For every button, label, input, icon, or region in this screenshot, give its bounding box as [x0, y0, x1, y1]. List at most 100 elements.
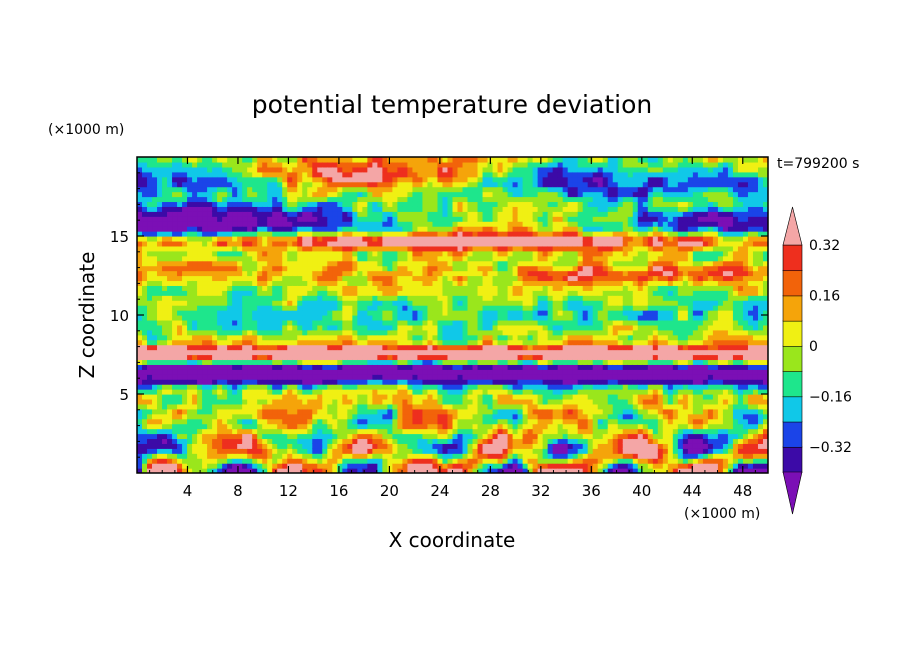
heatmap-cell [417, 186, 424, 193]
heatmap-cell [467, 191, 474, 198]
heatmap-cell [507, 384, 514, 390]
heatmap-cell [482, 161, 489, 168]
heatmap-cell [477, 319, 484, 326]
heatmap-cell [237, 329, 243, 336]
heatmap-cell [277, 433, 283, 440]
heatmap-cell [517, 403, 524, 410]
heatmap-cell [447, 245, 454, 252]
heatmap-cell [507, 300, 514, 306]
heatmap-cell [237, 250, 243, 257]
heatmap-cell [407, 295, 414, 301]
heatmap-cell [217, 236, 223, 242]
heatmap-cell [307, 339, 313, 346]
heatmap-cell [302, 201, 308, 207]
heatmap-cell [162, 166, 168, 173]
heatmap-cell [297, 245, 303, 252]
heatmap-cell [217, 310, 223, 316]
heatmap-cell [512, 245, 519, 252]
heatmap-cell [437, 339, 444, 346]
heatmap-cell [277, 324, 283, 331]
heatmap-cell [512, 290, 519, 296]
heatmap-cell [257, 157, 263, 163]
heatmap-cell [197, 280, 203, 286]
heatmap-cell [502, 280, 509, 286]
heatmap-cell [167, 191, 173, 198]
heatmap-cell [187, 379, 193, 385]
heatmap-cell [357, 344, 363, 351]
heatmap-cell [407, 403, 414, 410]
heatmap-cell [367, 231, 373, 237]
heatmap-cell [142, 310, 148, 316]
heatmap-cell [472, 359, 479, 365]
heatmap-cell [507, 221, 514, 227]
heatmap-cell [392, 458, 399, 464]
heatmap-cell [187, 275, 193, 282]
heatmap-cell [372, 166, 378, 173]
heatmap-cell [377, 374, 383, 380]
heatmap-cell [372, 354, 378, 361]
heatmap-cell [467, 250, 474, 257]
heatmap-cell [207, 324, 213, 331]
heatmap-cell [182, 463, 188, 469]
heatmap-cell [452, 364, 459, 370]
heatmap-cell [292, 344, 298, 351]
heatmap-cell [452, 191, 459, 198]
heatmap-cell [482, 206, 489, 212]
heatmap-cell [477, 428, 484, 435]
heatmap-cell [502, 468, 509, 473]
heatmap-cell [437, 240, 444, 247]
heatmap-cell [387, 394, 394, 400]
heatmap-cell [142, 250, 148, 257]
heatmap-cell [277, 270, 283, 277]
heatmap-cell [417, 438, 424, 444]
heatmap-cell [257, 310, 263, 316]
heatmap-cell [437, 161, 444, 168]
heatmap-cell [412, 186, 419, 193]
heatmap-cell [257, 334, 263, 341]
heatmap-cell [272, 413, 278, 420]
heatmap-cell [367, 398, 373, 405]
heatmap-cell [512, 300, 519, 306]
heatmap-cell [457, 211, 464, 217]
heatmap-cell [162, 448, 168, 454]
heatmap-cell [377, 300, 383, 306]
heatmap-cell [147, 433, 153, 440]
heatmap-cell [152, 240, 158, 247]
heatmap-cell [167, 295, 173, 301]
heatmap-cell [427, 176, 434, 183]
heatmap-cell [432, 211, 439, 217]
heatmap-cell [312, 315, 318, 321]
heatmap-cell [522, 186, 529, 193]
heatmap-cell [502, 221, 509, 227]
heatmap-cell [152, 389, 158, 395]
heatmap-cell [377, 418, 383, 425]
heatmap-cell [277, 428, 283, 435]
heatmap-cell [482, 398, 489, 405]
heatmap-cell [497, 265, 504, 272]
heatmap-cell [402, 369, 409, 375]
heatmap-cell [317, 260, 323, 267]
heatmap-cell [327, 191, 333, 198]
heatmap-cell [342, 463, 348, 469]
heatmap-cell [332, 245, 338, 252]
heatmap-cell [487, 181, 494, 188]
heatmap-cell [492, 324, 499, 331]
heatmap-cell [192, 196, 198, 203]
heatmap-cell [232, 319, 238, 326]
heatmap-cell [437, 364, 444, 370]
heatmap-cell [427, 394, 434, 400]
heatmap-cell [432, 221, 439, 227]
heatmap-cell [407, 315, 414, 321]
heatmap-cell [362, 379, 368, 385]
heatmap-cell [162, 384, 168, 390]
heatmap-cell [282, 394, 288, 400]
heatmap-cell [147, 275, 153, 282]
heatmap-cell [202, 394, 208, 400]
heatmap-cell [277, 413, 283, 420]
heatmap-cell [352, 329, 358, 336]
heatmap-cell [232, 201, 238, 207]
heatmap-cell [492, 310, 499, 316]
heatmap-cell [417, 463, 424, 469]
heatmap-cell [442, 196, 449, 203]
heatmap-cell [517, 201, 524, 207]
